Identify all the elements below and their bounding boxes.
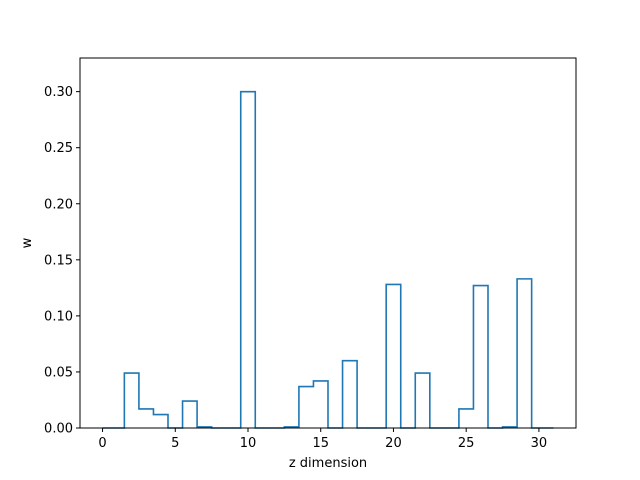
x-tick-label: 15	[312, 436, 329, 451]
x-tick-label: 10	[240, 436, 257, 451]
x-tick-label: 30	[531, 436, 548, 451]
x-axis-label: z dimension	[289, 456, 367, 471]
x-tick-label: 0	[98, 436, 106, 451]
y-axis-ticks: 0.00 0.05 0.10 0.15 0.20 0.25 0.30	[44, 85, 80, 437]
y-tick-label: 0.05	[44, 365, 73, 380]
axes-frame	[79, 57, 577, 429]
x-tick-label: 25	[458, 436, 475, 451]
y-axis-label: w	[20, 237, 35, 248]
y-tick-label: 0.10	[44, 309, 73, 324]
x-tick-label: 20	[385, 436, 402, 451]
plot-area	[102, 90, 554, 429]
x-tick-label: 5	[171, 436, 179, 451]
y-tick-label: 0.25	[44, 141, 73, 156]
series-step-line	[102, 90, 554, 429]
y-tick-label: 0.20	[44, 197, 73, 212]
y-tick-label: 0.15	[44, 253, 73, 268]
y-tick-label: 0.30	[44, 85, 73, 100]
x-axis-ticks: 0 5 10 15 20 25 30	[98, 428, 547, 451]
y-tick-label: 0.00	[44, 422, 73, 437]
